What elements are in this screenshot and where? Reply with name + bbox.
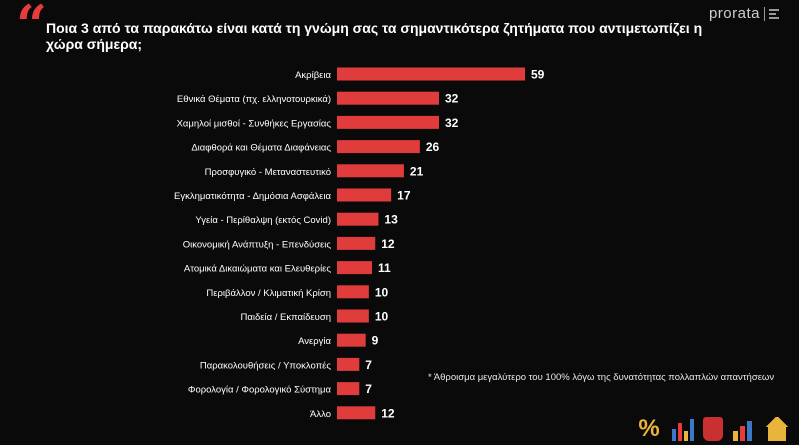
category-label: Χαμηλοί μισθοί - Συνθήκες Εργασίας	[177, 118, 332, 129]
bar	[337, 188, 392, 202]
footer-icons: %	[637, 417, 789, 441]
bar-chart-icon	[670, 417, 694, 441]
value-label: 13	[384, 213, 398, 227]
category-label: Προσφυγικό - Μεταναστευτικό	[205, 167, 331, 178]
bar	[337, 333, 366, 347]
value-label: 7	[365, 358, 372, 372]
category-label: Διαφθορά και Θέματα Διαφάνειας	[191, 143, 331, 154]
value-label: 26	[426, 140, 440, 154]
value-label: 17	[397, 189, 411, 203]
bar	[337, 406, 376, 420]
bar	[337, 212, 379, 226]
bin-icon	[703, 417, 723, 441]
house-icon	[765, 417, 789, 441]
category-label: Υγεία - Περίθαλψη (εκτός Covid)	[195, 215, 331, 226]
page-title: Ποια 3 από τα παρακάτω είναι κατά τη γνώ…	[46, 20, 703, 52]
prorata-logo: prorata	[709, 5, 779, 22]
category-label: Παιδεία / Εκπαίδευση	[241, 312, 331, 323]
bar	[337, 236, 376, 250]
value-label: 59	[531, 68, 545, 82]
logo-lines-icon	[769, 8, 779, 19]
category-label: Ατομικά Δικαιώματα και Ελευθερίες	[184, 264, 332, 275]
value-label: 11	[378, 261, 391, 275]
category-label: Εγκληματικότητα - Δημόσια Ασφάλεια	[174, 191, 331, 202]
logo-separator	[764, 6, 765, 21]
value-label: 32	[445, 92, 459, 106]
category-label: Ακρίβεια	[295, 70, 331, 81]
value-label: 10	[375, 285, 389, 299]
quote-mark: “	[16, 0, 48, 57]
value-label: 7	[365, 382, 372, 396]
category-label: Ανεργία	[298, 336, 331, 347]
value-label: 21	[410, 164, 424, 178]
growth-chart-icon	[732, 417, 756, 441]
bar	[337, 115, 439, 129]
bar	[337, 309, 369, 323]
value-label: 9	[372, 334, 379, 348]
value-label: 12	[381, 237, 395, 251]
percent-icon: %	[638, 415, 660, 442]
category-label: Περιβάλλον / Κλιματική Κρίση	[206, 288, 331, 299]
footnote: * Άθροισμα μεγαλύτερο του 100% λόγω της …	[428, 372, 775, 383]
category-label: Εθνικά Θέματα (πχ. ελληνοτουρκικά)	[177, 94, 331, 105]
bar	[337, 140, 420, 154]
bar	[337, 67, 525, 81]
value-label: 32	[445, 116, 459, 130]
bar	[337, 285, 369, 299]
category-label: Οικονομική Ανάπτυξη - Επενδύσεις	[183, 239, 332, 250]
bar	[337, 357, 360, 371]
bar	[337, 261, 373, 275]
category-label: Άλλο	[310, 409, 331, 420]
category-label: Φορολογία / Φορολογικό Σύστημα	[188, 385, 332, 396]
value-label: 10	[375, 310, 389, 324]
category-label: Παρακολουθήσεις / Υποκλοπές	[200, 360, 332, 371]
bar	[337, 164, 404, 178]
logo-text: prorata	[708, 5, 760, 22]
bar	[337, 91, 439, 105]
value-label: 12	[381, 406, 395, 420]
bar	[337, 382, 360, 396]
